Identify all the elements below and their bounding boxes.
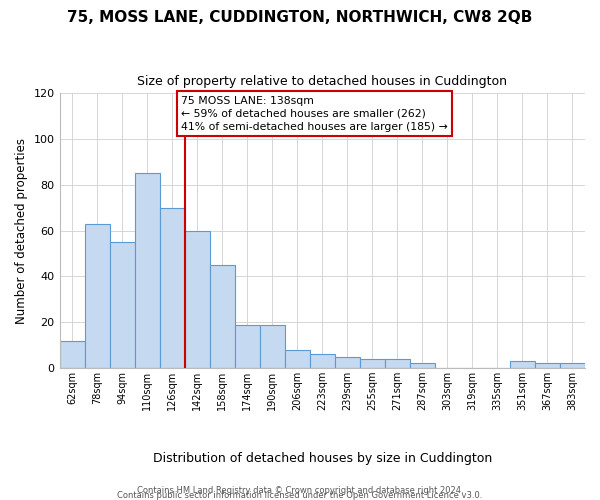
Bar: [535, 364, 560, 368]
Title: Size of property relative to detached houses in Cuddington: Size of property relative to detached ho…: [137, 75, 507, 88]
Text: Contains HM Land Registry data © Crown copyright and database right 2024.: Contains HM Land Registry data © Crown c…: [137, 486, 463, 495]
Bar: [560, 364, 585, 368]
Text: 75, MOSS LANE, CUDDINGTON, NORTHWICH, CW8 2QB: 75, MOSS LANE, CUDDINGTON, NORTHWICH, CW…: [67, 10, 533, 25]
Bar: [360, 359, 385, 368]
Bar: [59, 340, 85, 368]
Bar: [134, 174, 160, 368]
Y-axis label: Number of detached properties: Number of detached properties: [15, 138, 28, 324]
Bar: [85, 224, 110, 368]
Bar: [110, 242, 134, 368]
Text: 75 MOSS LANE: 138sqm
← 59% of detached houses are smaller (262)
41% of semi-deta: 75 MOSS LANE: 138sqm ← 59% of detached h…: [181, 96, 448, 132]
Bar: [209, 265, 235, 368]
Bar: [510, 361, 535, 368]
Bar: [260, 324, 285, 368]
Bar: [235, 324, 260, 368]
Bar: [310, 354, 335, 368]
Bar: [160, 208, 185, 368]
Text: Contains public sector information licensed under the Open Government Licence v3: Contains public sector information licen…: [118, 491, 482, 500]
Bar: [335, 356, 360, 368]
Bar: [185, 230, 209, 368]
Bar: [410, 364, 435, 368]
Bar: [385, 359, 410, 368]
Bar: [285, 350, 310, 368]
X-axis label: Distribution of detached houses by size in Cuddington: Distribution of detached houses by size …: [152, 452, 492, 465]
